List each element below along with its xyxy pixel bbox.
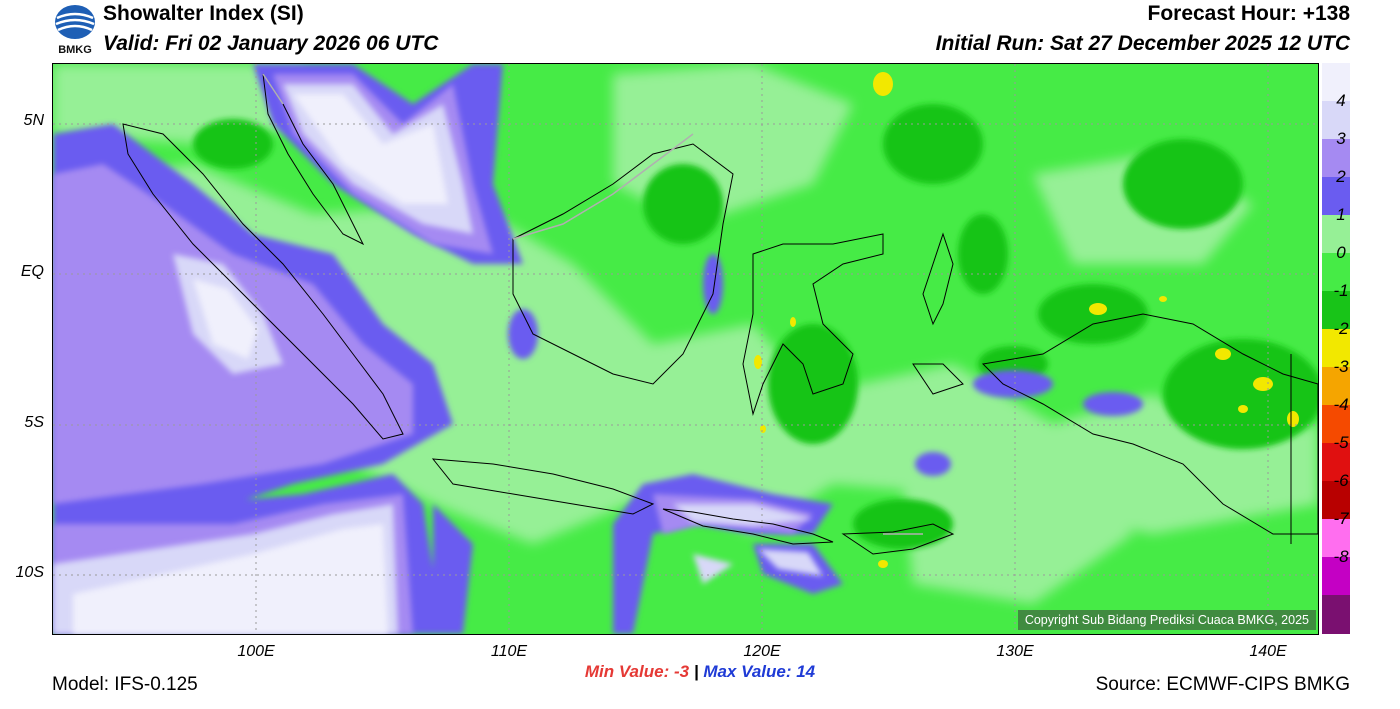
- legend-swatch: [1322, 329, 1350, 368]
- lon-label-120e: 120E: [743, 643, 781, 660]
- lat-label-10s: 10S: [15, 564, 44, 581]
- legend-swatch: [1322, 63, 1350, 102]
- legend-label: -2: [1333, 319, 1349, 338]
- legend-label: 0: [1336, 243, 1346, 262]
- legend-swatch: [1322, 519, 1350, 558]
- copyright-notice: Copyright Sub Bidang Prediksi Cuaca BMKG…: [1017, 610, 1316, 630]
- lat-label-eq: EQ: [20, 263, 44, 280]
- bmkg-logo-icon: [50, 2, 100, 60]
- legend-label: 2: [1336, 167, 1346, 186]
- valid-time: Valid: Fri 02 January 2026 06 UTC: [103, 32, 439, 55]
- legend-label: -6: [1333, 471, 1349, 490]
- color-legend: [1322, 63, 1350, 634]
- legend-label: -5: [1333, 433, 1349, 452]
- legend-swatch: [1322, 139, 1350, 178]
- min-value: Min Value: -3: [584, 662, 690, 681]
- legend-label: 4: [1336, 91, 1346, 110]
- source-label: Source: ECMWF-CIPS BMKG: [1095, 674, 1350, 695]
- legend-swatch: [1322, 481, 1350, 520]
- legend-swatch: [1322, 291, 1350, 330]
- legend-swatch: [1322, 557, 1350, 596]
- page-title: Showalter Index (SI): [103, 2, 304, 25]
- separator: |: [693, 662, 699, 681]
- legend-label: 3: [1336, 129, 1346, 148]
- legend-swatch: [1322, 405, 1350, 444]
- max-value: Max Value: 14: [703, 662, 816, 681]
- legend-swatch: [1322, 215, 1350, 254]
- forecast-hour: Forecast Hour: +138: [1147, 2, 1351, 25]
- lon-label-140e: 140E: [1249, 643, 1287, 660]
- min-max-values: Min Value: -3 | Max Value: 14: [0, 662, 1400, 682]
- legend-swatch: [1322, 367, 1350, 406]
- lat-label-5s: 5S: [24, 414, 44, 431]
- legend-swatch: [1322, 443, 1350, 482]
- legend-swatch: [1322, 253, 1350, 292]
- lon-label-100e: 100E: [237, 643, 275, 660]
- legend-swatch: [1322, 595, 1350, 634]
- logo-text: BMKG: [58, 44, 92, 56]
- initial-run: Initial Run: Sat 27 December 2025 12 UTC: [935, 32, 1350, 55]
- legend-label: -4: [1333, 395, 1349, 414]
- legend-label: -7: [1333, 509, 1349, 528]
- lon-label-130e: 130E: [996, 643, 1034, 660]
- legend-label: 1: [1336, 205, 1346, 224]
- legend-label: -3: [1333, 357, 1349, 376]
- lon-label-110e: 110E: [490, 643, 528, 660]
- legend-swatch: [1322, 177, 1350, 216]
- legend-label: -8: [1333, 547, 1349, 566]
- model-label: Model: IFS-0.125: [52, 674, 198, 695]
- si-forecast-map: [52, 63, 1319, 635]
- legend-label: -1: [1333, 281, 1349, 300]
- lat-label-5n: 5N: [23, 112, 44, 129]
- legend-swatch: [1322, 101, 1350, 140]
